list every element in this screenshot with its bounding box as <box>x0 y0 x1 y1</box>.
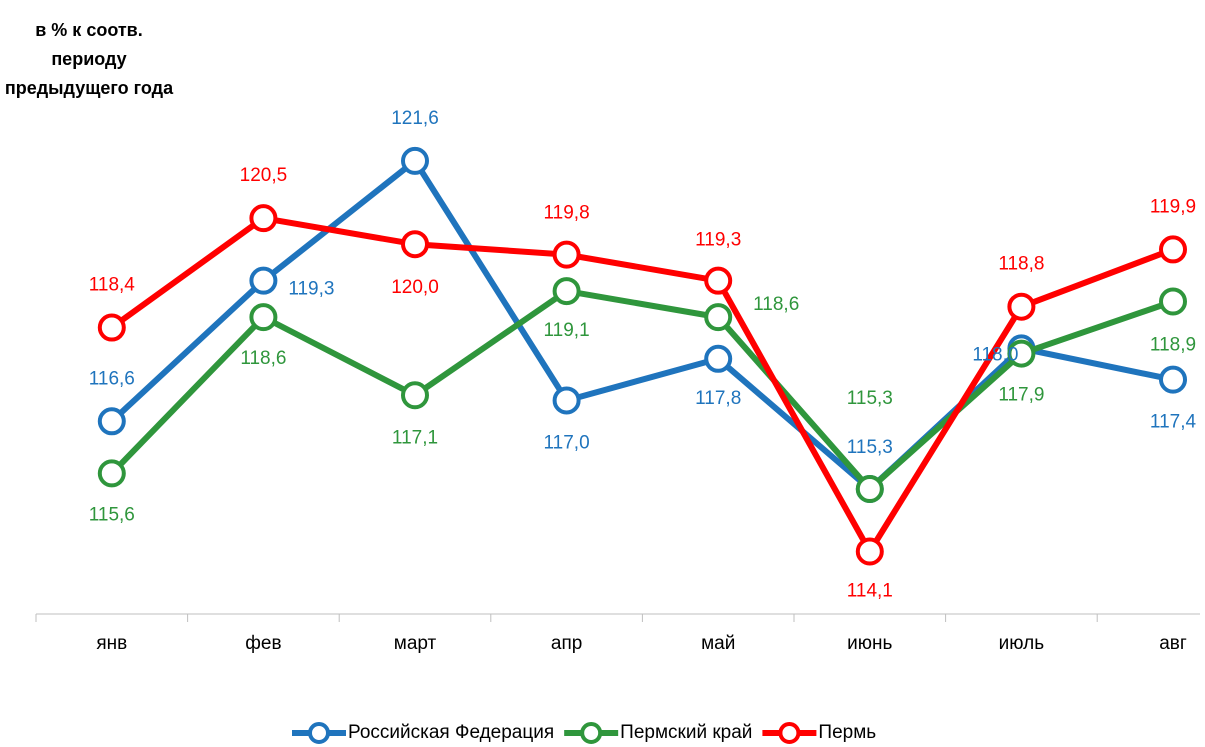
x-tick-label: март <box>394 633 437 654</box>
x-tick-label: авг <box>1159 633 1187 654</box>
data-label: 118,8 <box>998 254 1044 275</box>
x-tick-label: янв <box>96 633 127 654</box>
point <box>401 230 429 259</box>
x-tick-label: фев <box>245 633 281 654</box>
x-tick-label: июль <box>999 633 1045 654</box>
point <box>552 277 581 306</box>
data-label: 114,1 <box>847 581 893 602</box>
point <box>97 313 126 342</box>
data-label: 115,3 <box>847 388 893 409</box>
point <box>1159 235 1187 264</box>
legend-label: Российская Федерация <box>348 722 554 743</box>
data-label: 119,3 <box>695 230 741 251</box>
data-label: 118,4 <box>89 275 136 296</box>
point <box>1007 292 1036 321</box>
x-tick-label: июнь <box>847 633 892 654</box>
point <box>1159 365 1187 394</box>
legend: Российская Федерация Пермский край Пермь <box>292 722 876 744</box>
data-label: 119,8 <box>544 203 590 224</box>
legend-label: Пермский край <box>620 722 752 743</box>
point <box>249 266 278 295</box>
point <box>249 204 278 233</box>
point <box>552 240 581 269</box>
legend-label: Пермь <box>818 722 876 743</box>
data-label: 117,1 <box>392 427 438 448</box>
data-label: 118,6 <box>753 294 799 315</box>
point <box>249 303 278 332</box>
point <box>704 266 733 295</box>
point <box>855 537 884 566</box>
point <box>855 475 884 503</box>
data-label: 117,8 <box>695 388 741 409</box>
point <box>97 407 126 436</box>
legend-marker <box>308 722 330 744</box>
chart-title: в % к соотв. периоду предыдущего года <box>4 20 174 98</box>
data-label: 118,9 <box>1150 335 1196 356</box>
data-label: 117,9 <box>998 385 1044 406</box>
series-line <box>110 215 1175 555</box>
data-label: 120,5 <box>240 165 288 186</box>
data-label: 120,0 <box>391 277 439 298</box>
data-label: 115,6 <box>89 504 135 525</box>
point <box>704 303 733 332</box>
point <box>1007 339 1036 368</box>
data-label: 119,3 <box>288 279 334 300</box>
series-line <box>109 288 1174 492</box>
data-label: 115,3 <box>847 437 893 458</box>
x-tick-label: май <box>701 633 735 654</box>
x-tick-label: апр <box>551 633 582 654</box>
data-label: 117,4 <box>1150 412 1197 433</box>
data-label: 116,6 <box>89 368 135 389</box>
point <box>704 344 733 373</box>
legend-marker <box>580 722 603 744</box>
legend-marker <box>778 722 801 744</box>
point <box>401 381 429 410</box>
data-label: 118,6 <box>240 348 286 369</box>
series-line <box>109 157 1174 492</box>
point <box>401 146 429 175</box>
data-label: 117,0 <box>544 432 590 453</box>
point <box>552 386 581 415</box>
data-label: 119,1 <box>544 320 590 341</box>
data-label: 118,0 <box>972 344 1018 365</box>
point <box>1159 287 1187 316</box>
data-label: 121,6 <box>391 108 439 129</box>
data-label: 119,9 <box>1150 196 1196 217</box>
point <box>97 459 126 488</box>
